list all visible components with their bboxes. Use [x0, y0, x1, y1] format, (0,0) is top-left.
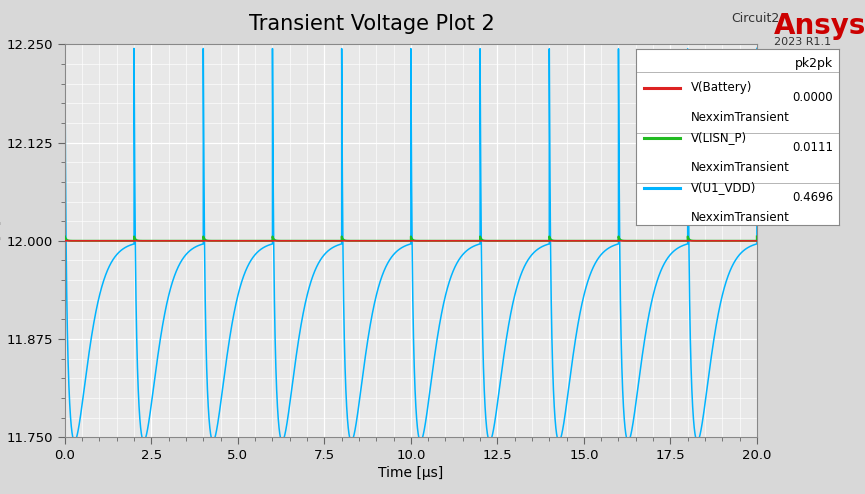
Text: V(U1_VDD): V(U1_VDD) [690, 181, 756, 194]
Text: 0.0111: 0.0111 [792, 141, 833, 155]
Text: V(LISN_P): V(LISN_P) [690, 131, 746, 144]
Text: NexximTransient: NexximTransient [690, 211, 790, 224]
Text: NexximTransient: NexximTransient [690, 111, 790, 124]
Text: V(Battery): V(Battery) [690, 81, 752, 94]
Text: NexximTransient: NexximTransient [690, 161, 790, 174]
Text: 0.0000: 0.0000 [792, 91, 833, 105]
Text: Ansys: Ansys [774, 12, 865, 41]
Text: 2023 R1.1: 2023 R1.1 [774, 37, 831, 47]
Y-axis label: Y1 [V]: Y1 [V] [0, 220, 3, 262]
Text: Circuit2: Circuit2 [731, 12, 779, 25]
Text: 0.4696: 0.4696 [791, 192, 833, 205]
Text: Transient Voltage Plot 2: Transient Voltage Plot 2 [249, 14, 495, 34]
Text: pk2pk: pk2pk [795, 57, 833, 70]
X-axis label: Time [μs]: Time [μs] [378, 466, 444, 480]
